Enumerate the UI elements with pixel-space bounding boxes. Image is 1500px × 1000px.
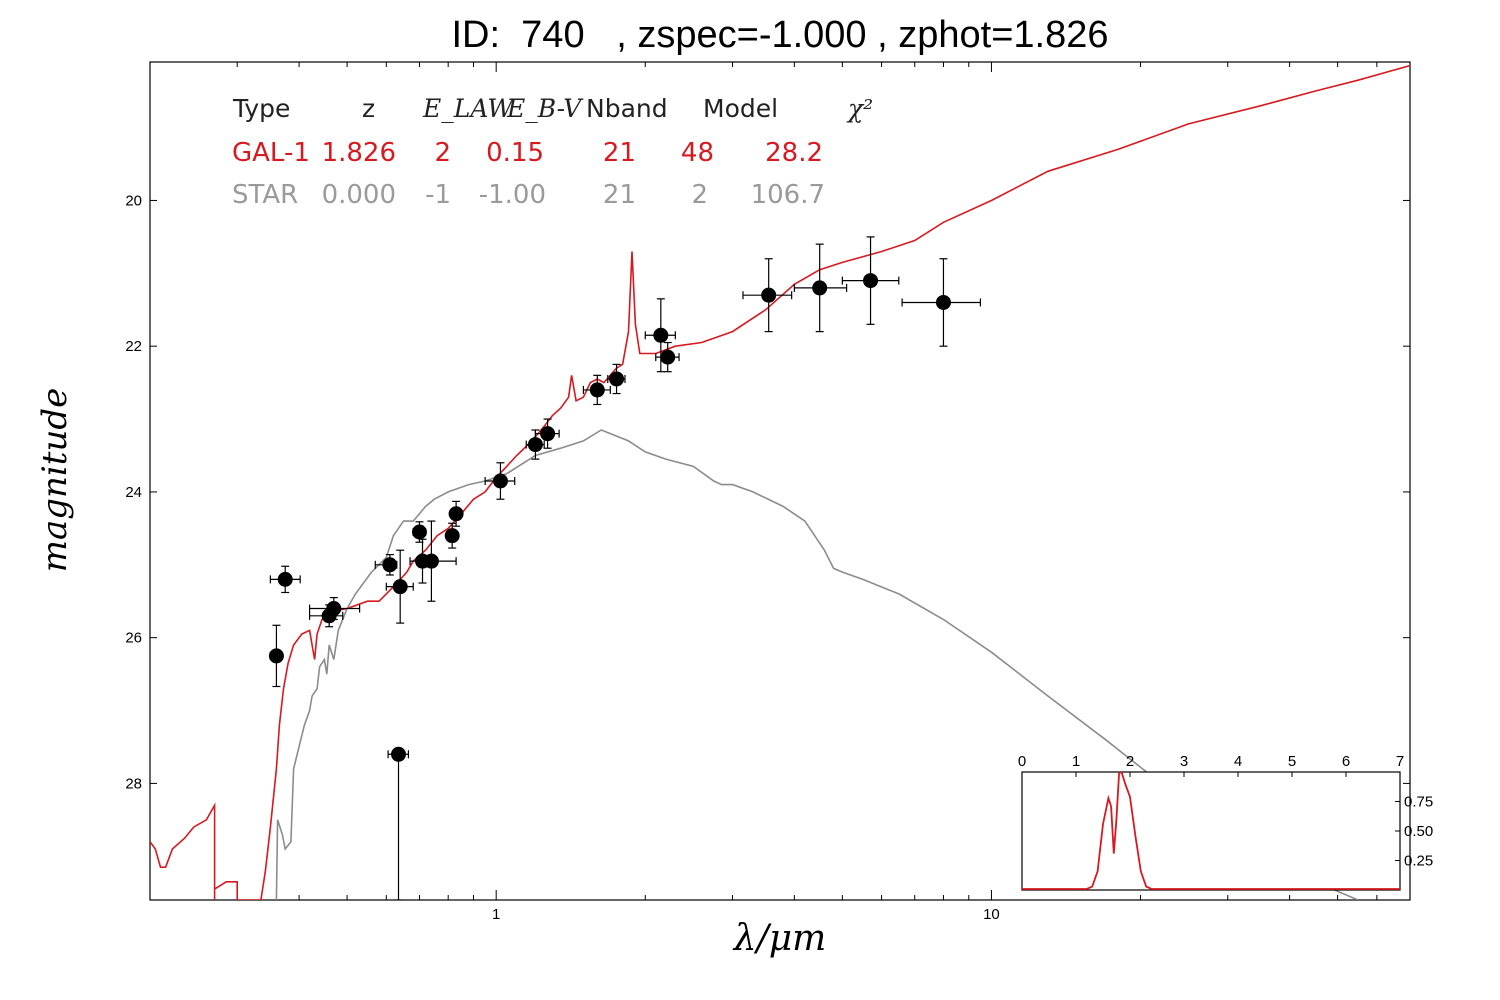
x-tick-label: 1 xyxy=(492,906,500,923)
point-marker xyxy=(540,426,556,442)
inset-x-tick-label: 3 xyxy=(1180,753,1188,770)
inset-x-tick-label: 2 xyxy=(1126,753,1134,770)
inset-x-tick-label: 0 xyxy=(1018,753,1026,770)
table-header-model: Model xyxy=(703,94,778,123)
table-header-z: z xyxy=(362,94,375,123)
point-marker xyxy=(761,287,777,303)
y-tick-label: 24 xyxy=(125,484,142,501)
point-marker xyxy=(812,280,828,296)
y-tick-label: 22 xyxy=(125,338,142,355)
point-marker xyxy=(589,382,605,398)
table-row-star: STAR 0.000 -1 -1.00 21 2 106.7 xyxy=(232,180,825,210)
data-point xyxy=(308,596,361,621)
star-chi2: 106.7 xyxy=(751,180,825,210)
data-point xyxy=(901,258,982,347)
photometry-points xyxy=(268,236,982,900)
chart-title: ID: 740 , zspec=-1.000 , zphot=1.826 xyxy=(451,14,1109,56)
galaxy-nband: 21 xyxy=(603,138,636,168)
inset-x-tick-label: 6 xyxy=(1342,753,1350,770)
galaxy-z: 1.826 xyxy=(322,138,396,168)
data-point xyxy=(385,549,414,624)
y-tick-label: 28 xyxy=(125,775,142,792)
data-point xyxy=(374,553,398,576)
inset-x-tick-label: 1 xyxy=(1072,753,1080,770)
point-marker xyxy=(527,437,543,453)
data-point xyxy=(525,429,545,460)
star-z: 0.000 xyxy=(322,180,396,210)
inset-y-tick-label: 0.25 xyxy=(1404,853,1433,870)
x-tick-label: 10 xyxy=(983,906,1000,923)
inset-frame xyxy=(1021,771,1401,891)
point-marker xyxy=(660,349,676,365)
inset-curve xyxy=(1022,772,1400,890)
point-marker xyxy=(935,294,951,310)
data-point xyxy=(841,236,900,325)
inset-y-tick-label: 0.50 xyxy=(1404,823,1433,840)
point-marker xyxy=(268,648,284,664)
data-point xyxy=(582,374,611,406)
point-marker xyxy=(392,579,408,595)
point-marker xyxy=(448,506,464,522)
point-marker xyxy=(382,557,398,573)
data-point xyxy=(655,341,680,373)
point-marker xyxy=(609,371,625,387)
point-marker xyxy=(863,273,879,289)
point-marker xyxy=(492,473,508,489)
galaxy-chi2: 28.2 xyxy=(765,138,823,168)
galaxy-ebv: 0.15 xyxy=(486,138,544,168)
plot-frame xyxy=(149,61,1411,901)
data-point xyxy=(269,565,301,594)
star-model-curve xyxy=(275,429,1359,900)
fit-results-table: Type z E_LAW E_B-V Nband Model χ² GAL-1 … xyxy=(232,94,873,210)
point-marker xyxy=(411,524,427,540)
galaxy-type: GAL-1 xyxy=(232,138,310,168)
table-header-ebv: E_B-V xyxy=(506,94,584,123)
point-marker xyxy=(326,601,342,617)
table-header-type: Type xyxy=(232,94,290,123)
inset-y-tick-label: 0.75 xyxy=(1404,794,1433,811)
star-model: 2 xyxy=(691,180,708,210)
data-point xyxy=(387,746,410,900)
data-point xyxy=(444,522,460,549)
data-point xyxy=(534,418,560,449)
point-marker xyxy=(423,553,439,569)
y-tick-label: 20 xyxy=(125,192,142,209)
inset-x-tick-label: 5 xyxy=(1288,753,1296,770)
pdf-curve xyxy=(1022,772,1400,890)
data-point xyxy=(421,520,457,602)
redshift-pdf-inset: 0 1 2 3 4 5 6 7 0.25 0.50 0.75 xyxy=(1018,753,1433,891)
y-tick-label: 26 xyxy=(125,630,142,647)
data-point xyxy=(484,462,516,500)
galaxy-elaw: 2 xyxy=(434,138,451,168)
table-header-elaw: E_LAW xyxy=(422,94,515,123)
data-point xyxy=(793,243,848,333)
model-curves xyxy=(150,64,1410,900)
galaxy-model-curve xyxy=(150,64,1410,900)
inset-x-tick-label: 4 xyxy=(1234,753,1242,770)
star-type: STAR xyxy=(232,180,298,210)
point-marker xyxy=(444,528,460,544)
inset-x-tick-label: 7 xyxy=(1396,753,1404,770)
table-row-galaxy: GAL-1 1.826 2 0.15 21 48 28.2 xyxy=(232,138,823,168)
inset-ticks: 0 1 2 3 4 5 6 7 0.25 0.50 0.75 xyxy=(1018,753,1433,870)
data-point xyxy=(607,363,626,395)
point-marker xyxy=(390,746,406,762)
data-point xyxy=(268,624,284,688)
data-point xyxy=(448,500,464,527)
point-marker xyxy=(653,327,669,343)
data-point xyxy=(742,258,793,333)
star-elaw: -1 xyxy=(425,180,451,210)
star-nband: 21 xyxy=(603,180,636,210)
point-marker xyxy=(277,571,293,587)
table-header-nband: Nband xyxy=(586,94,668,123)
x-axis-label: λ/μm xyxy=(733,918,827,959)
star-ebv: -1.00 xyxy=(479,180,546,210)
table-header-chi2: χ² xyxy=(846,94,873,123)
galaxy-model: 48 xyxy=(681,138,714,168)
